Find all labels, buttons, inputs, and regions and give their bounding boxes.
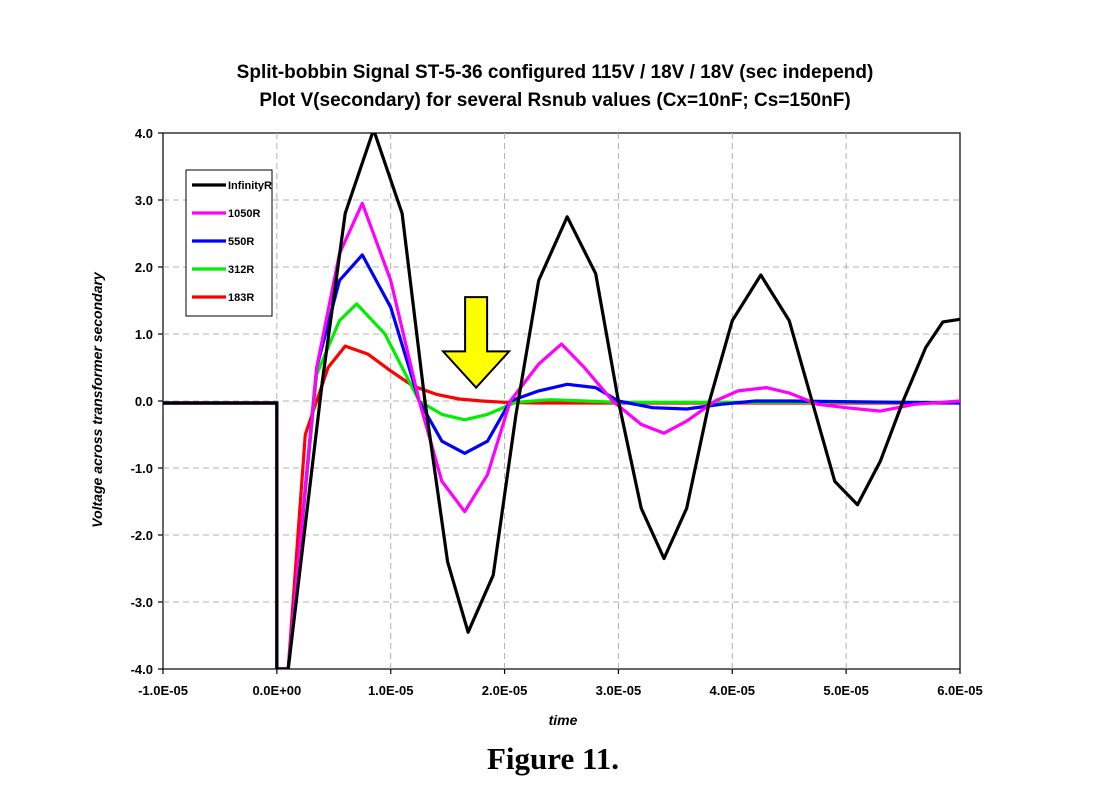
x-tick-label: 1.0E-05 [368, 683, 414, 698]
y-tick-label: 2.0 [135, 260, 153, 275]
y-tick-label: -3.0 [131, 595, 153, 610]
annotation-layer [440, 296, 512, 390]
chart-title: Split-bobbin Signal ST-5-36 configured 1… [237, 62, 874, 83]
series-line-1050r [163, 201, 960, 669]
y-tick-label: -1.0 [131, 461, 153, 476]
legend-label-312r: 312R [228, 264, 254, 276]
y-axis-label: Voltage across transformer secondary [89, 271, 105, 528]
y-tick-label: -2.0 [131, 528, 153, 543]
x-tick-label: 0.0E+00 [252, 683, 301, 698]
legend-label-550r: 550R [228, 236, 254, 248]
legend: InfinityR 1050R 550R 312R 183R [185, 169, 273, 317]
legend-label-1050r: 1050R [228, 208, 260, 220]
x-axis-ticks: -1.0E-05 0.0E+00 1.0E-05 2.0E-05 3.0E-05 4.0E… [138, 669, 983, 698]
legend-box [185, 169, 273, 317]
legend-label-183r: 183R [228, 292, 254, 304]
figure-caption: Figure 11. [487, 741, 619, 776]
legend-label-infinityr: InfinityR [228, 180, 272, 192]
chart-subtitle: Plot V(secondary) for several Rsnub valu… [259, 90, 850, 111]
x-tick-label: 6.0E-05 [937, 683, 983, 698]
y-tick-label: 0.0 [135, 394, 153, 409]
y-tick-label: 4.0 [135, 126, 153, 141]
x-tick-label: 3.0E-05 [596, 683, 642, 698]
series-layer [163, 133, 960, 669]
y-tick-label: -4.0 [131, 662, 153, 677]
series-line-183r [163, 344, 960, 669]
y-tick-label: 1.0 [135, 327, 153, 342]
y-tick-label: 3.0 [135, 193, 153, 208]
down-arrow-icon [440, 296, 512, 390]
x-axis-label: time [549, 712, 578, 728]
y-axis-ticks: 4.0 3.0 2.0 1.0 0.0 -1.0 -2.0 -3.0 -4.0 [131, 126, 163, 677]
x-tick-label: 4.0E-05 [710, 683, 756, 698]
x-tick-label: -1.0E-05 [138, 683, 188, 698]
series-line-infinityr [163, 133, 960, 669]
plot-area: -1.0E-05 0.0E+00 1.0E-05 2.0E-05 3.0E-05 4.0E… [131, 126, 983, 698]
x-tick-label: 2.0E-05 [482, 683, 528, 698]
x-tick-label: 5.0E-05 [823, 683, 869, 698]
